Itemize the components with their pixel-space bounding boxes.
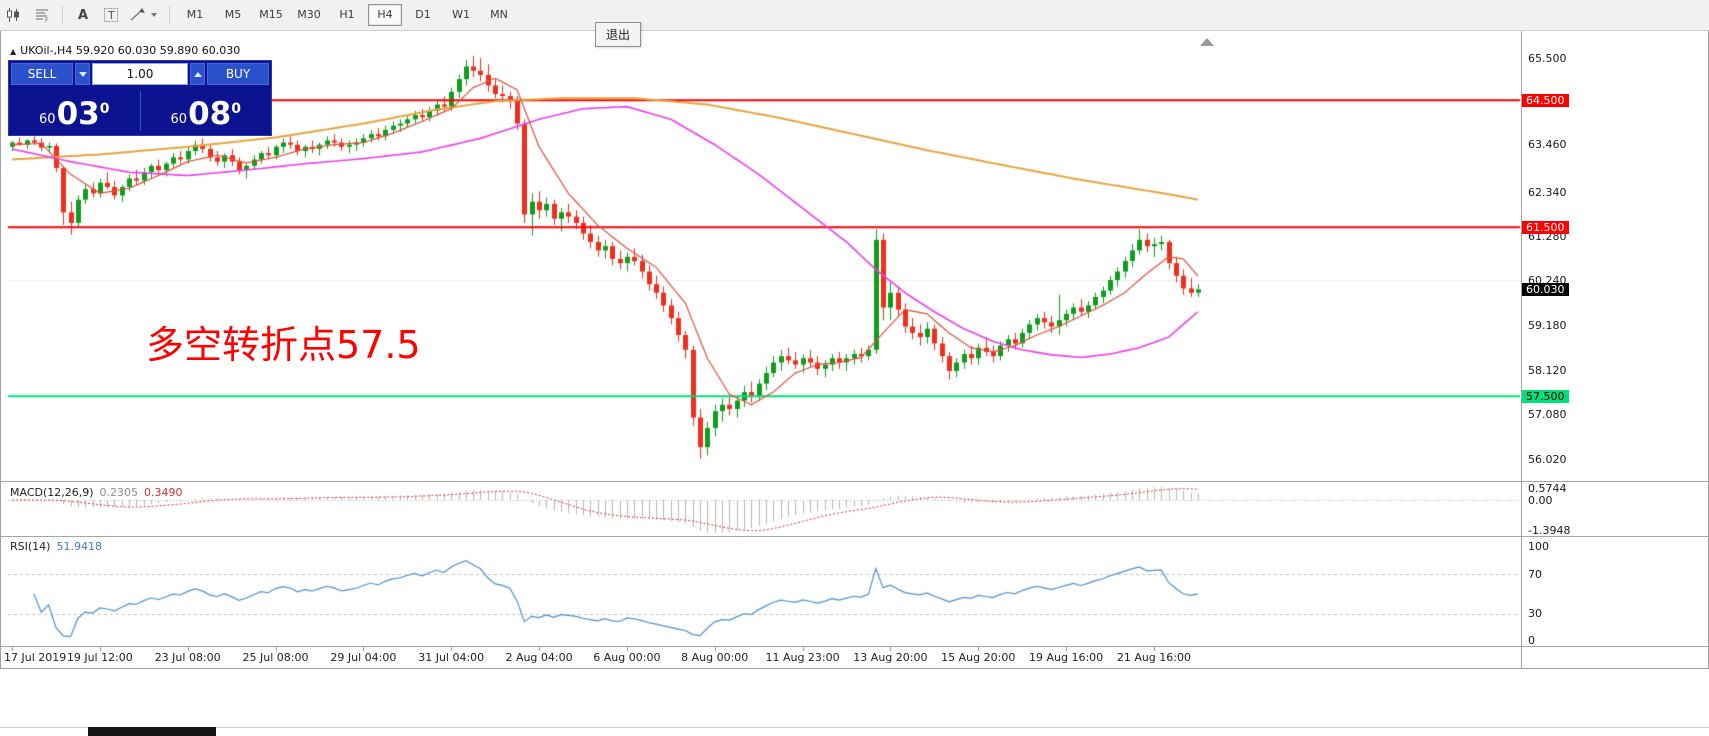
svg-text:T: T	[107, 9, 115, 22]
time-axis-label: 19 Aug 16:00	[1028, 651, 1104, 664]
main-toolbar: F A T M1 M5 M15 M30 H1 H4 D1 W1 MN	[0, 0, 1709, 31]
timeframe-button-H1[interactable]: H1	[339, 8, 355, 21]
macd-axis-bottom: -1.3948	[1528, 524, 1571, 537]
rsi-title-text: RSI(14)	[10, 540, 51, 553]
toolbar-separator	[62, 6, 63, 24]
time-axis-label: 13 Aug 20:00	[853, 651, 928, 664]
volume-increase-button[interactable]	[190, 63, 205, 85]
time-axis-label: 11 Aug 23:00	[765, 651, 840, 664]
svg-text:F: F	[45, 17, 49, 23]
rsi-value: 51.9418	[56, 540, 102, 553]
price-axis-tick: 57.080	[1528, 408, 1567, 422]
price-axis-tick: 65.500	[1528, 52, 1567, 65]
buy-price-display[interactable]: 60 08 0	[141, 87, 272, 135]
price-axis[interactable]: 65.500 63.460 62.340 61.280 60.240 59.180 58.1…	[1521, 30, 1709, 648]
timeframe-button-MN[interactable]: MN	[490, 8, 508, 21]
caret-up-icon	[193, 71, 202, 77]
timeframe-button-M15[interactable]: M15	[259, 8, 283, 21]
price-axis-tick: 58.120	[1528, 364, 1567, 378]
price-axis-separator	[1521, 30, 1522, 668]
price-axis-tick: 61.280	[1528, 230, 1567, 244]
volume-dropdown-button[interactable]	[75, 63, 90, 85]
sell-price-prefix: 60	[39, 112, 56, 127]
rsi-axis-0: 0	[1528, 634, 1535, 647]
buy-button[interactable]: BUY	[207, 63, 269, 85]
buy-price-sup: 0	[231, 101, 241, 117]
macd-title-text: MACD(12,26,9)	[10, 486, 94, 499]
text-tool-icon[interactable]: T	[98, 4, 124, 26]
timeframe-button-M30[interactable]: M30	[297, 8, 321, 21]
caret-down-icon	[78, 71, 87, 77]
price-tag-64.500: 64.500	[1522, 93, 1569, 107]
time-axis-label: 8 Aug 00:00	[681, 651, 749, 664]
rsi-axis-100: 100	[1528, 540, 1549, 553]
macd-indicator-label: MACD(12,26,9) 0.2305 0.3490	[10, 486, 183, 499]
price-axis-tick: 63.460	[1528, 138, 1567, 152]
timeframe-button-D1[interactable]: D1	[415, 8, 431, 21]
timeframe-button-M1[interactable]: M1	[186, 8, 204, 21]
rsi-indicator-label: RSI(14) 51.9418	[10, 540, 102, 553]
candlestick-chart-icon[interactable]	[1, 4, 27, 26]
sell-price-display[interactable]: 60 03 0	[9, 87, 140, 135]
exit-button[interactable]: 退出	[595, 22, 642, 47]
price-axis-tick: 62.340	[1528, 185, 1567, 199]
symbol-ohlc-header: ▲ UKOil-,H4 59.920 60.030 59.890 60.030	[10, 44, 240, 57]
timeframe-toolbar: M1 M5 M15 M30 H1 H4 D1 W1 MN	[176, 4, 518, 26]
symbol-ohlc-text: UKOil-,H4 59.920 60.030 59.890 60.030	[20, 44, 241, 57]
sell-button[interactable]: SELL	[11, 63, 73, 85]
chart-text-annotation[interactable]: 多空转折点57.5	[146, 323, 421, 367]
time-axis-label: 2 Aug 04:00	[505, 651, 573, 664]
chart-shift-marker[interactable]	[1200, 38, 1214, 46]
volume-field-wrap	[92, 63, 188, 85]
time-axis-label: 31 Jul 04:00	[418, 651, 485, 664]
rsi-axis-30: 30	[1528, 607, 1542, 620]
macd-axis-zero: 0.00	[1528, 494, 1553, 507]
time-axis-label: 29 Jul 04:00	[330, 651, 397, 664]
panel-separator-rsi[interactable]	[0, 536, 1709, 537]
price-tag-57.500: 57.500	[1522, 389, 1569, 403]
taskbar-fragment	[88, 727, 216, 736]
timeframe-button-M5[interactable]: M5	[224, 8, 242, 21]
buy-price-big: 08	[188, 96, 232, 132]
rsi-axis-70: 70	[1528, 568, 1542, 581]
arrow-draw-icon[interactable]	[126, 4, 162, 26]
time-axis-label: 25 Jul 08:00	[242, 651, 309, 664]
quote-panel-collapse-icon[interactable]: ▲	[10, 47, 17, 56]
time-axis-label: 23 Jul 08:00	[154, 651, 221, 664]
grid-profile-icon[interactable]: F	[29, 4, 55, 26]
price-axis-tick: 59.180	[1528, 319, 1567, 333]
time-axis-label: 21 Aug 16:00	[1116, 651, 1191, 664]
time-axis-label: 6 Aug 00:00	[593, 651, 661, 664]
buy-price-prefix: 60	[170, 112, 188, 127]
toolbar-separator	[169, 6, 170, 24]
price-axis-tick: 56.020	[1528, 452, 1567, 466]
cursor-a-icon[interactable]: A	[77, 7, 89, 23]
panel-separator-timeaxis	[0, 646, 1709, 647]
volume-input[interactable]	[93, 64, 187, 84]
time-axis-label: 19 Jul 12:00	[66, 651, 133, 664]
time-axis-label: 15 Aug 20:00	[941, 651, 1016, 664]
bottom-divider	[0, 727, 1709, 728]
macd-axis-top: 0.5744	[1528, 482, 1567, 495]
timeframe-button-W1[interactable]: W1	[452, 8, 470, 21]
time-axis-label: 17 Jul 2019	[4, 651, 67, 664]
macd-signal-value: 0.3490	[144, 486, 183, 499]
sell-price-big: 03	[56, 96, 100, 132]
macd-main-value: 0.2305	[99, 486, 139, 499]
time-axis[interactable]: 17 Jul 2019 19 Jul 12:00 23 Jul 08:00 25 Ju…	[0, 647, 1709, 668]
panel-separator-macd[interactable]	[0, 481, 1709, 482]
sell-price-sup: 0	[99, 101, 110, 117]
price-divider	[139, 91, 141, 131]
price-tag-60.030: 60.030	[1522, 282, 1569, 296]
timeframe-button-H4[interactable]: H4	[368, 4, 402, 26]
price-tag-61.500: 61.500	[1522, 220, 1569, 234]
